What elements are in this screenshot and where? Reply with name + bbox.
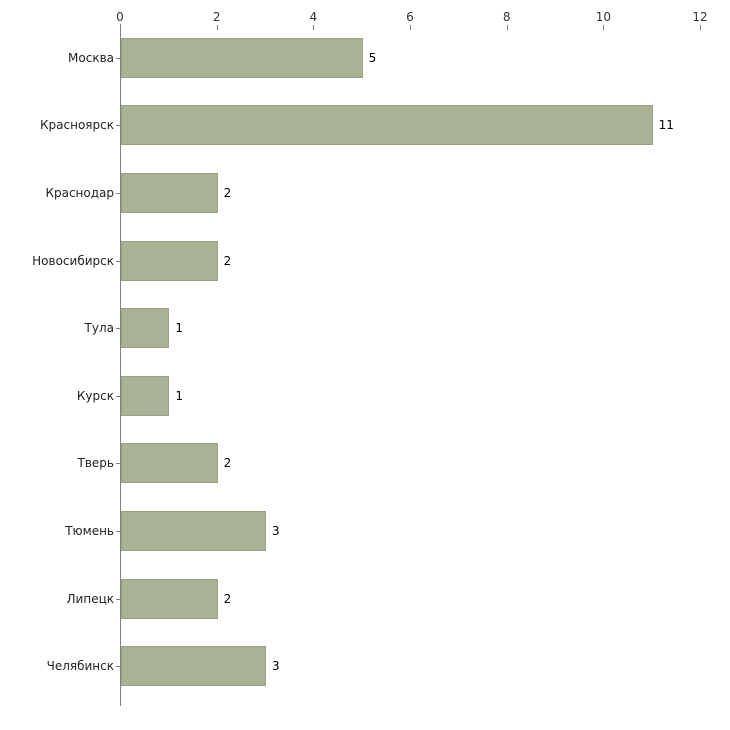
- x-tick-mark: [603, 25, 605, 30]
- x-tick-mark: [410, 25, 411, 30]
- category-label: Краснодар: [45, 186, 114, 200]
- x-tick-mark: [120, 25, 121, 30]
- y-tick-mark: [116, 260, 120, 262]
- bar: [121, 511, 266, 551]
- value-label: 1: [175, 321, 183, 336]
- bar: [121, 37, 363, 78]
- value-label: 2: [223, 253, 232, 268]
- category-label: Челябинск: [46, 659, 114, 674]
- bar: [121, 308, 170, 349]
- y-tick-mark: [116, 57, 120, 59]
- y-axis-line: [120, 24, 121, 706]
- bar: [121, 375, 170, 416]
- bar: [121, 105, 653, 146]
- category-label: Тюмень: [65, 524, 114, 538]
- value-label: 3: [272, 659, 280, 674]
- y-tick-mark: [116, 666, 120, 668]
- x-tick-mark: [216, 25, 218, 30]
- x-tick-label: 10: [595, 10, 611, 24]
- x-tick-label: 12: [692, 10, 708, 24]
- category-label: Тверь: [77, 456, 114, 471]
- bar: [121, 578, 218, 619]
- category-label: Новосибирск: [32, 253, 114, 268]
- value-label: 1: [175, 388, 183, 403]
- category-label: Красноярск: [40, 118, 114, 133]
- value-label: 11: [658, 118, 674, 133]
- y-tick-mark: [116, 328, 120, 330]
- category-label: Липецк: [66, 591, 114, 606]
- value-label: 3: [272, 524, 280, 538]
- x-tick-mark: [700, 25, 701, 30]
- y-tick-mark: [116, 125, 120, 127]
- y-tick-mark: [116, 531, 120, 532]
- y-tick-mark: [116, 395, 120, 397]
- x-tick-label: 0: [116, 10, 124, 24]
- y-tick-mark: [116, 598, 120, 600]
- bar: [121, 646, 266, 687]
- bar: [121, 240, 218, 281]
- x-tick-mark: [506, 25, 508, 30]
- x-tick-mark: [313, 25, 315, 30]
- x-tick-label: 4: [309, 10, 318, 24]
- bar: [121, 173, 218, 213]
- bar: [121, 443, 218, 484]
- value-label: 2: [223, 186, 232, 200]
- x-tick-label: 8: [502, 10, 511, 24]
- value-label: 2: [223, 591, 232, 606]
- y-tick-mark: [116, 463, 120, 465]
- y-tick-mark: [116, 193, 120, 194]
- value-label: 2: [223, 456, 232, 471]
- category-label: Тула: [84, 321, 114, 336]
- x-tick-label: 2: [212, 10, 221, 24]
- category-label: Москва: [68, 50, 114, 65]
- category-label: Курск: [76, 388, 114, 403]
- x-tick-label: 6: [406, 10, 414, 24]
- value-label: 5: [368, 50, 377, 65]
